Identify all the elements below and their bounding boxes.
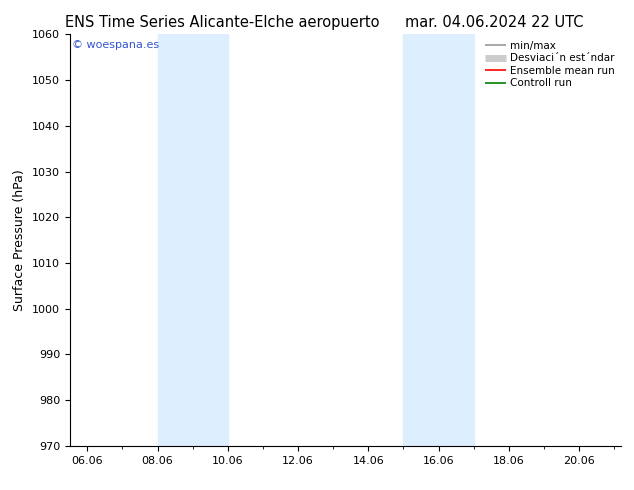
Y-axis label: Surface Pressure (hPa): Surface Pressure (hPa) [13,169,27,311]
Bar [158,34,228,446]
Text: mar. 04.06.2024 22 UTC: mar. 04.06.2024 22 UTC [405,15,584,30]
Text: ENS Time Series Alicante-Elche aeropuerto: ENS Time Series Alicante-Elche aeropuert… [65,15,379,30]
Bar [403,34,474,446]
Text: © woespana.es: © woespana.es [72,41,160,50]
Legend: min/max, Desviaci´n est´ndar, Ensemble mean run, Controll run: min/max, Desviaci´n est´ndar, Ensemble m… [481,36,619,93]
